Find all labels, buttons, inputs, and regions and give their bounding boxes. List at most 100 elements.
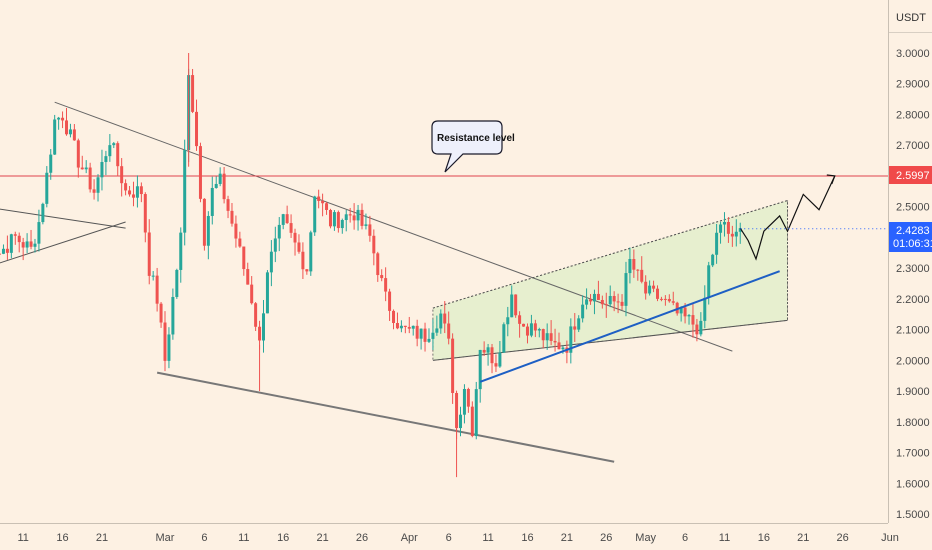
candle: [21, 237, 25, 261]
candle-body: [84, 167, 88, 170]
candle-body: [108, 145, 112, 157]
candle-body: [305, 269, 309, 272]
y-tick-label: 2.1000: [896, 325, 930, 337]
candle-body: [5, 248, 9, 253]
candle: [301, 242, 305, 280]
candle-body: [537, 329, 541, 331]
candle: [238, 231, 242, 248]
candle-body: [53, 119, 57, 155]
candle-body: [589, 299, 593, 302]
candle-body: [518, 315, 522, 324]
currency-label: USDT: [896, 12, 926, 24]
candle: [533, 319, 537, 338]
lower-descending-trendline: [156, 371, 615, 463]
candle-body: [163, 322, 167, 361]
candle: [41, 202, 45, 225]
candle-body: [29, 241, 33, 247]
candle-body: [600, 299, 604, 305]
candle: [159, 301, 163, 328]
y-tick-label: 2.8000: [896, 109, 930, 121]
candle: [640, 256, 644, 284]
candle-body: [80, 167, 84, 170]
candle: [407, 316, 411, 334]
candle-body: [581, 304, 585, 319]
candle: [667, 294, 671, 303]
candle: [269, 240, 273, 287]
candle: [183, 139, 187, 246]
candle-body: [348, 214, 352, 216]
x-tick-label: 16: [56, 532, 68, 544]
candle: [131, 181, 135, 207]
candle-body: [525, 326, 529, 336]
y-tick-label: 2.5000: [896, 202, 930, 214]
candle: [100, 149, 104, 191]
candle-body: [470, 406, 474, 436]
candle: [703, 285, 707, 329]
candle: [624, 261, 628, 317]
candle-body: [72, 129, 76, 141]
candle: [726, 217, 730, 243]
candle: [557, 332, 561, 350]
candle: [37, 209, 41, 252]
candle-body: [297, 242, 301, 252]
candle-body: [246, 269, 250, 285]
candle-body: [128, 190, 132, 195]
candle-body: [703, 297, 707, 321]
candle: [364, 213, 368, 230]
candle: [569, 318, 573, 364]
candle: [734, 219, 738, 247]
candle: [589, 294, 593, 305]
candle: [195, 99, 199, 151]
candle-body: [514, 294, 518, 316]
candle-body: [730, 233, 734, 237]
candle-body: [612, 295, 616, 302]
y-tick-label: 1.9000: [896, 386, 930, 398]
candle-body: [494, 363, 498, 367]
candle-body: [88, 167, 92, 190]
candle-body: [474, 389, 478, 436]
wedge-line: [0, 208, 126, 229]
candle-body: [707, 265, 711, 298]
candle-body: [423, 328, 427, 342]
candle-body: [352, 215, 356, 221]
candle-body: [592, 293, 596, 302]
callout-text: Resistance level: [437, 133, 515, 144]
x-tick-label: 26: [356, 532, 368, 544]
candle-body: [198, 146, 202, 199]
y-tick-label: 2.9000: [896, 79, 930, 91]
candle-body: [33, 243, 37, 247]
candle: [541, 328, 545, 349]
candle-body: [364, 224, 368, 226]
x-tick-label: 6: [446, 532, 452, 544]
x-tick-label: Apr: [401, 532, 418, 544]
candle: [435, 315, 439, 336]
candle: [392, 309, 396, 330]
candle: [65, 107, 68, 136]
candle-body: [293, 232, 297, 243]
candle-body: [455, 392, 459, 429]
support-trendline: [479, 270, 780, 383]
candle: [395, 312, 399, 330]
candle-body: [648, 285, 652, 294]
candle-body: [336, 212, 340, 229]
candle: [242, 246, 246, 276]
x-tick-label: 26: [600, 532, 612, 544]
candle: [139, 182, 143, 203]
candle: [419, 328, 423, 350]
candle-body: [435, 328, 439, 333]
candle: [80, 155, 84, 170]
candle: [592, 289, 596, 315]
candle-body: [37, 222, 41, 244]
candle-body: [191, 75, 195, 112]
candle: [147, 219, 151, 285]
time-axis[interactable]: 11 16 21 Mar 6 11 16 21 26 Apr 6 11 16 21 26 May 6 11 16 21…: [0, 523, 899, 545]
candle: [277, 217, 281, 252]
candle: [76, 138, 80, 178]
candle-body: [151, 275, 155, 277]
candle: [620, 294, 624, 310]
candle: [474, 381, 478, 440]
candle: [0, 250, 2, 262]
candle: [679, 306, 683, 322]
